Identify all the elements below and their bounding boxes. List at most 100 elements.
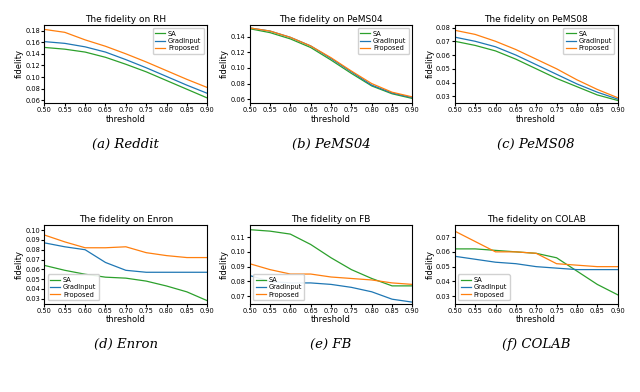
Line: SA: SA xyxy=(455,41,618,100)
Line: SA: SA xyxy=(44,265,207,301)
GradInput xyxy=(408,300,416,305)
Proposed xyxy=(573,263,580,267)
Proposed xyxy=(81,38,89,42)
GradInput xyxy=(492,260,499,265)
Proposed xyxy=(368,81,376,86)
GradInput xyxy=(102,260,109,265)
GradInput xyxy=(553,72,561,77)
SA xyxy=(307,45,314,50)
SA xyxy=(388,283,396,288)
Proposed xyxy=(122,245,130,249)
Proposed xyxy=(388,281,396,285)
GradInput xyxy=(122,57,130,62)
GradInput xyxy=(593,267,601,272)
Proposed xyxy=(307,272,314,276)
Line: Proposed: Proposed xyxy=(44,29,207,87)
Y-axis label: fidelity: fidelity xyxy=(426,250,435,279)
Line: Proposed: Proposed xyxy=(455,231,618,267)
Legend: SA, GradInput, Proposed: SA, GradInput, Proposed xyxy=(458,274,509,300)
GradInput xyxy=(40,39,48,44)
Proposed xyxy=(142,250,150,255)
Legend: SA, GradInput, Proposed: SA, GradInput, Proposed xyxy=(48,274,99,300)
GradInput xyxy=(142,65,150,70)
Proposed xyxy=(287,35,294,40)
GradInput xyxy=(307,44,314,48)
Legend: SA, GradInput, Proposed: SA, GradInput, Proposed xyxy=(253,274,305,300)
Proposed xyxy=(532,251,540,256)
GradInput xyxy=(183,270,191,275)
GradInput xyxy=(348,285,355,290)
Proposed xyxy=(348,69,355,73)
GradInput xyxy=(532,264,540,269)
Proposed xyxy=(102,44,109,49)
Proposed xyxy=(327,55,335,60)
GradInput xyxy=(532,62,540,67)
SA xyxy=(183,87,191,92)
SA xyxy=(204,96,211,100)
GradInput xyxy=(40,241,48,245)
Legend: SA, GradInput, Proposed: SA, GradInput, Proposed xyxy=(358,28,409,54)
SA xyxy=(471,247,479,251)
GradInput xyxy=(573,82,580,86)
Proposed xyxy=(593,264,601,269)
GradInput xyxy=(163,270,170,275)
Proposed xyxy=(512,47,520,52)
Proposed xyxy=(471,32,479,37)
Line: SA: SA xyxy=(250,29,412,98)
Title: The fidelity on Enron: The fidelity on Enron xyxy=(79,216,173,225)
Proposed xyxy=(183,255,191,260)
Title: The fidelity on RH: The fidelity on RH xyxy=(85,15,166,24)
SA xyxy=(573,269,580,274)
SA xyxy=(81,50,89,54)
Proposed xyxy=(492,249,499,254)
Proposed xyxy=(614,264,621,269)
Proposed xyxy=(451,229,459,234)
Line: GradInput: GradInput xyxy=(455,256,618,270)
Line: GradInput: GradInput xyxy=(250,276,412,302)
SA xyxy=(471,43,479,48)
Text: (d) Enron: (d) Enron xyxy=(94,338,158,351)
GradInput xyxy=(266,279,274,284)
X-axis label: threshold: threshold xyxy=(516,115,556,124)
Proposed xyxy=(102,245,109,250)
Proposed xyxy=(512,249,520,254)
SA xyxy=(512,249,520,254)
SA xyxy=(246,26,253,31)
Y-axis label: fidelity: fidelity xyxy=(15,250,24,279)
SA xyxy=(553,256,561,260)
SA xyxy=(183,290,191,294)
GradInput xyxy=(266,29,274,33)
Proposed xyxy=(408,282,416,287)
SA xyxy=(327,58,335,62)
SA xyxy=(287,36,294,41)
SA xyxy=(614,98,621,103)
Proposed xyxy=(40,27,48,32)
Text: (f) COLAB: (f) COLAB xyxy=(502,338,570,351)
GradInput xyxy=(163,74,170,79)
Line: GradInput: GradInput xyxy=(455,37,618,99)
Proposed xyxy=(40,233,48,238)
SA xyxy=(40,263,48,268)
Proposed xyxy=(142,60,150,64)
GradInput xyxy=(81,247,89,252)
Line: GradInput: GradInput xyxy=(250,28,412,98)
GradInput xyxy=(451,254,459,259)
GradInput xyxy=(122,268,130,273)
GradInput xyxy=(553,266,561,270)
Y-axis label: fidelity: fidelity xyxy=(220,250,229,279)
Proposed xyxy=(532,57,540,62)
GradInput xyxy=(183,83,191,87)
GradInput xyxy=(142,270,150,275)
SA xyxy=(81,272,89,277)
SA xyxy=(553,76,561,81)
SA xyxy=(142,69,150,74)
GradInput xyxy=(388,297,396,301)
SA xyxy=(593,282,601,287)
GradInput xyxy=(471,257,479,261)
Proposed xyxy=(287,272,294,276)
GradInput xyxy=(408,95,416,100)
SA xyxy=(122,62,130,67)
GradInput xyxy=(471,39,479,44)
Title: The fidelity on PeMS04: The fidelity on PeMS04 xyxy=(279,15,383,24)
X-axis label: threshold: threshold xyxy=(106,115,146,124)
